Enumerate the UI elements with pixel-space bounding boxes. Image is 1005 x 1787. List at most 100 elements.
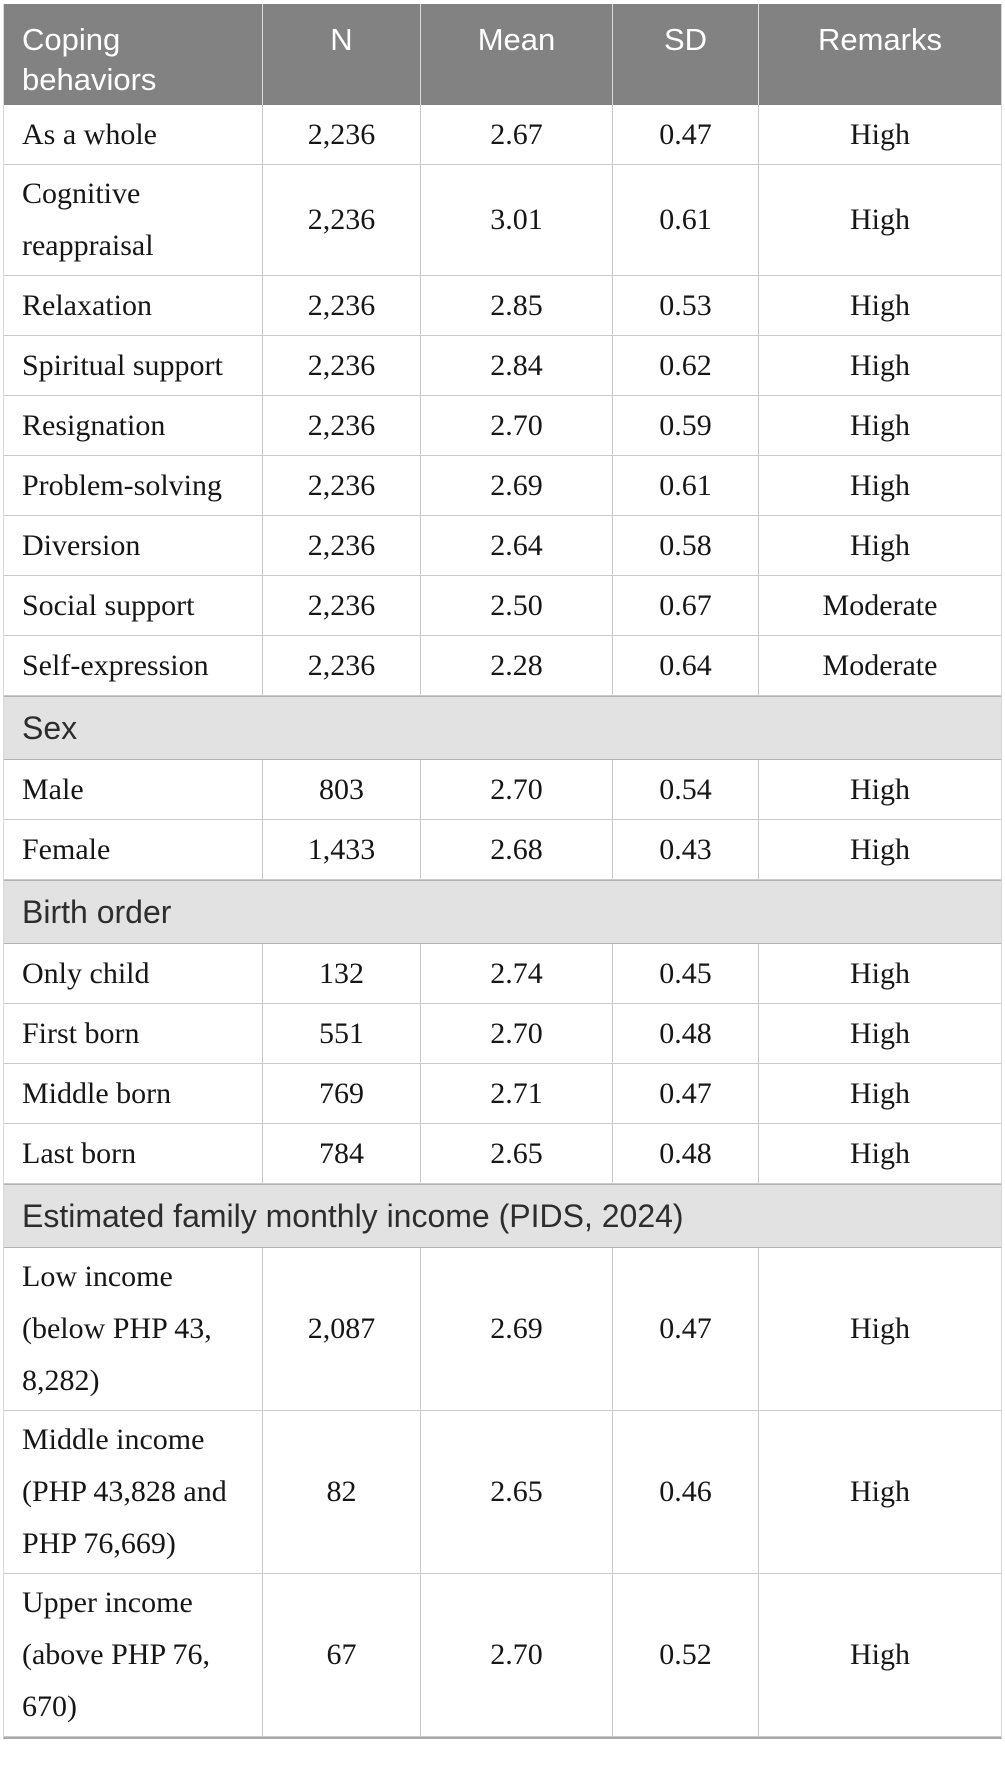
mean-value: 2.70: [421, 760, 613, 819]
row-label: Last born: [4, 1124, 263, 1183]
mean-value: 2.65: [421, 1411, 613, 1573]
section-label: Estimated family monthly income (PIDS, 2…: [22, 1198, 684, 1234]
mean-value: 2.69: [421, 456, 613, 515]
row-label: Diversion: [4, 516, 263, 575]
coping-behaviors-table: Coping behaviors N Mean SD Remarks As a …: [3, 4, 1002, 1739]
table-row-cognitive-reappraisal: Cognitive reappraisal 2,236 3.01 0.61 Hi…: [4, 165, 1001, 276]
row-label: Cognitive reappraisal: [4, 165, 263, 275]
mean-value: 2.71: [421, 1064, 613, 1123]
sd-value: 0.46: [613, 1411, 759, 1573]
table-row-first-born: First born 551 2.70 0.48 High: [4, 1004, 1001, 1064]
remarks-value: High: [850, 1638, 910, 1671]
n-value: 2,236: [263, 636, 421, 695]
remarks-value: High: [850, 117, 910, 151]
sd-value: 0.43: [613, 820, 759, 879]
remarks-value: High: [850, 468, 910, 502]
remarks-value: High: [850, 528, 910, 562]
sd-value: 0.61: [613, 165, 759, 275]
remarks-value: High: [850, 1312, 910, 1345]
mean-value: 2.65: [421, 1124, 613, 1183]
sd-value: 0.53: [613, 276, 759, 335]
table-row-middle-income: Middle income (PHP 43,828 and PHP 76,669…: [4, 1411, 1001, 1574]
sd-value: 0.59: [613, 396, 759, 455]
table-row-upper-income: Upper income (above PHP 76, 670) 67 2.70…: [4, 1574, 1001, 1737]
sd-value: 0.47: [613, 1248, 759, 1410]
section-row-birth-order: Birth order: [4, 880, 1001, 944]
column-header-n: N: [263, 4, 421, 105]
section-label: Birth order: [22, 894, 172, 930]
row-label: Female: [4, 820, 263, 879]
n-value: 2,236: [263, 276, 421, 335]
n-value: 2,236: [263, 396, 421, 455]
n-value: 551: [263, 1004, 421, 1063]
remarks-value: High: [850, 1076, 910, 1110]
table-row-low-income: Low income (below PHP 43, 8,282) 2,087 2…: [4, 1248, 1001, 1411]
table-row-self-expression: Self-expression 2,236 2.28 0.64 Moderate: [4, 636, 1001, 696]
sd-value: 0.54: [613, 760, 759, 819]
mean-value: 2.74: [421, 944, 613, 1003]
n-value: 1,433: [263, 820, 421, 879]
section-label: Sex: [22, 710, 78, 746]
table-row-social-support: Social support 2,236 2.50 0.67 Moderate: [4, 576, 1001, 636]
remarks-value: High: [850, 408, 910, 442]
mean-value: 2.64: [421, 516, 613, 575]
table-row-resignation: Resignation 2,236 2.70 0.59 High: [4, 396, 1001, 456]
n-value: 2,236: [263, 576, 421, 635]
row-label: Middle born: [4, 1064, 263, 1123]
n-value: 67: [263, 1574, 421, 1736]
n-value: 132: [263, 944, 421, 1003]
mean-value: 2.70: [421, 1574, 613, 1736]
table-row-diversion: Diversion 2,236 2.64 0.58 High: [4, 516, 1001, 576]
row-label: First born: [4, 1004, 263, 1063]
remarks-value: High: [850, 288, 910, 322]
row-label: Spiritual support: [4, 336, 263, 395]
row-label: Relaxation: [4, 276, 263, 335]
mean-value: 2.68: [421, 820, 613, 879]
remarks-value: High: [850, 203, 910, 236]
table-row-spiritual-support: Spiritual support 2,236 2.84 0.62 High: [4, 336, 1001, 396]
remarks-value: Moderate: [822, 588, 938, 622]
mean-value: 2.85: [421, 276, 613, 335]
n-value: 82: [263, 1411, 421, 1573]
sd-value: 0.52: [613, 1574, 759, 1736]
remarks-value: High: [850, 956, 910, 990]
column-header-sd: SD: [613, 4, 759, 105]
n-value: 803: [263, 760, 421, 819]
n-value: 2,236: [263, 336, 421, 395]
sd-value: 0.58: [613, 516, 759, 575]
n-value: 2,087: [263, 1248, 421, 1410]
column-header-remarks: Remarks: [817, 22, 942, 57]
sd-value: 0.62: [613, 336, 759, 395]
row-label: Self-expression: [4, 636, 263, 695]
table-row-as-a-whole: As a whole 2,236 2.67 0.47 High: [4, 105, 1001, 165]
row-label: Middle income (PHP 43,828 and PHP 76,669…: [4, 1411, 263, 1573]
column-header-coping-behaviors: Coping behaviors: [4, 4, 263, 105]
n-value: 2,236: [263, 105, 421, 164]
n-value: 784: [263, 1124, 421, 1183]
n-value: 769: [263, 1064, 421, 1123]
table-row-last-born: Last born 784 2.65 0.48 High: [4, 1124, 1001, 1184]
remarks-value: High: [850, 832, 910, 866]
table-row-middle-born: Middle born 769 2.71 0.47 High: [4, 1064, 1001, 1124]
row-label: Resignation: [4, 396, 263, 455]
table-row-problem-solving: Problem-solving 2,236 2.69 0.61 High: [4, 456, 1001, 516]
table-row-male: Male 803 2.70 0.54 High: [4, 760, 1001, 820]
table-header-row: Coping behaviors N Mean SD Remarks: [4, 4, 1001, 105]
row-label: Low income (below PHP 43, 8,282): [4, 1248, 263, 1410]
sd-value: 0.61: [613, 456, 759, 515]
mean-value: 2.70: [421, 396, 613, 455]
sd-value: 0.47: [613, 105, 759, 164]
n-value: 2,236: [263, 516, 421, 575]
remarks-value: High: [850, 1016, 910, 1050]
section-row-sex: Sex: [4, 696, 1001, 760]
n-value: 2,236: [263, 165, 421, 275]
sd-value: 0.45: [613, 944, 759, 1003]
sd-value: 0.47: [613, 1064, 759, 1123]
mean-value: 2.50: [421, 576, 613, 635]
mean-value: 2.67: [421, 105, 613, 164]
mean-value: 2.70: [421, 1004, 613, 1063]
mean-value: 2.28: [421, 636, 613, 695]
remarks-value: High: [850, 1136, 910, 1170]
remarks-value: Moderate: [822, 648, 938, 682]
table-row-only-child: Only child 132 2.74 0.45 High: [4, 944, 1001, 1004]
